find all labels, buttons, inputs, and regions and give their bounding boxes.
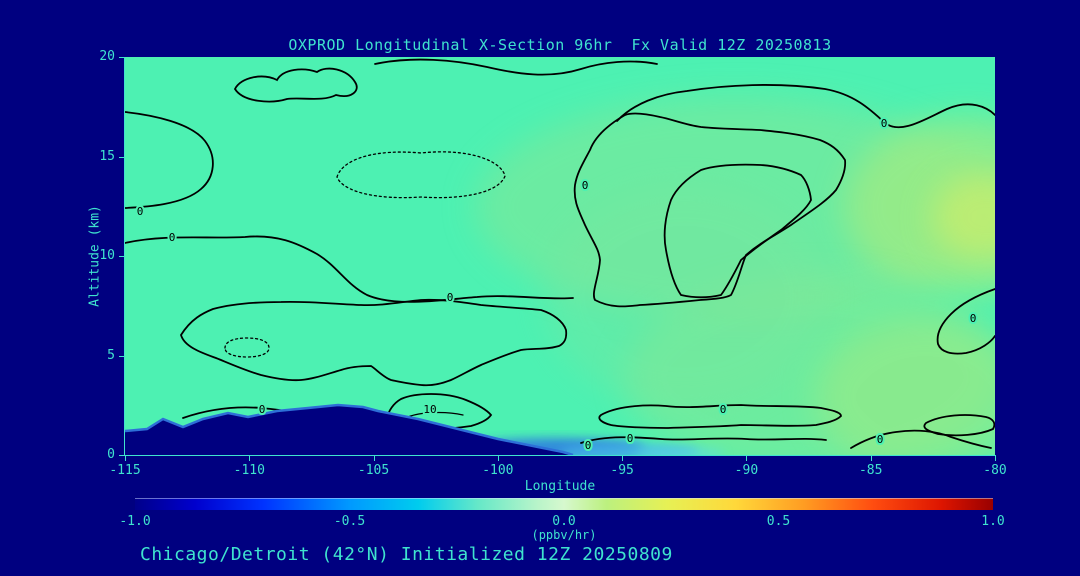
field-patch — [545, 187, 825, 407]
contour-label: 0 — [447, 291, 454, 304]
y-tick-mark — [119, 455, 124, 456]
colorbar-tick-label: 0.0 — [552, 514, 576, 529]
contour-line — [125, 235, 574, 303]
field-patch — [815, 317, 995, 455]
contour-line — [125, 111, 214, 209]
x-tick-mark — [995, 456, 996, 461]
x-tick-mark — [622, 456, 624, 461]
contour-line — [407, 411, 464, 418]
terrain-silhouette — [125, 405, 573, 455]
colorbar-units: (ppbv/hr) — [531, 528, 597, 542]
x-tick-mark — [746, 456, 748, 461]
x-tick-label: -115 — [109, 463, 141, 478]
contour-line — [374, 58, 658, 76]
colorbar-gradient — [135, 498, 993, 510]
contour-label: 0 — [585, 439, 592, 452]
colorbar-tick-label: 0.5 — [766, 514, 791, 529]
contour-line — [224, 337, 270, 358]
x-tick-mark — [125, 456, 126, 461]
colorbar-tick-label: 1.0 — [981, 514, 1005, 529]
field-patch — [932, 172, 995, 262]
contour-label: 0 — [137, 205, 144, 218]
contour-layer — [125, 58, 995, 449]
contour-line — [850, 429, 992, 449]
plot-svg: 0 0 0 0 0 0 0 10 0 0 0 0 — [125, 57, 995, 455]
patch-layer — [475, 97, 995, 455]
contour-label: 0 — [169, 231, 176, 244]
contour-line — [180, 298, 568, 387]
x-tick-label: -95 — [610, 463, 634, 478]
caption: Chicago/Detroit (42°N) Initialized 12Z 2… — [140, 544, 673, 565]
x-axis-title: Longitude — [524, 479, 596, 494]
contour-label: 0 — [259, 403, 266, 416]
contour-label: 0 — [970, 312, 977, 325]
contour-line — [663, 163, 812, 299]
y-tick-mark — [119, 57, 124, 58]
y-tick-mark — [119, 355, 124, 357]
contour-line — [616, 84, 995, 129]
x-tick-label: -110 — [233, 463, 265, 478]
x-tick-mark — [373, 456, 375, 461]
y-tick-label: 20 — [99, 49, 115, 64]
x-tick-label: -90 — [734, 463, 759, 478]
x-tick-label: -105 — [357, 463, 390, 478]
y-tick-mark — [119, 156, 124, 158]
contour-label: 0 — [877, 433, 884, 446]
y-axis-line — [124, 57, 125, 456]
surface-negative-patch — [635, 448, 725, 455]
terrain-layer — [125, 403, 574, 455]
x-tick-label: -85 — [858, 463, 883, 478]
contour-line — [573, 112, 847, 308]
x-axis-line — [124, 455, 996, 456]
contour-line — [936, 288, 995, 355]
contour-label: 0 — [881, 117, 888, 130]
colorbar-tick-label: -0.5 — [333, 514, 366, 529]
contour-line — [598, 404, 842, 429]
terrain-edge-line — [125, 403, 574, 455]
y-tick-label: 5 — [107, 347, 115, 363]
contour-label: 10 — [423, 403, 436, 416]
x-tick-mark — [870, 456, 872, 461]
contour-label: 0 — [627, 432, 634, 445]
colorbar-tick-label: -1.0 — [119, 514, 151, 529]
contour-line — [923, 414, 995, 437]
x-tick-label: -100 — [482, 463, 514, 478]
y-tick-label: 10 — [99, 248, 115, 263]
x-tick-label: -80 — [983, 463, 1007, 478]
contour-line — [233, 67, 358, 103]
x-tick-mark — [497, 456, 499, 461]
y-tick-mark — [119, 256, 124, 257]
y-tick-label: 0 — [107, 447, 115, 462]
y-tick-label: 15 — [99, 148, 115, 164]
plot-area: 0 0 0 0 0 0 0 10 0 0 0 0 — [125, 57, 995, 455]
contour-label: 0 — [582, 179, 589, 192]
contour-line — [580, 436, 827, 444]
label-layer: 0 0 0 0 0 0 0 10 0 0 0 0 — [135, 115, 979, 454]
x-tick-mark — [249, 456, 251, 461]
contour-line — [336, 151, 506, 199]
chart-title: OXPROD Longitudinal X-Section 96hr Fx Va… — [288, 36, 832, 54]
contour-label: 0 — [720, 403, 727, 416]
